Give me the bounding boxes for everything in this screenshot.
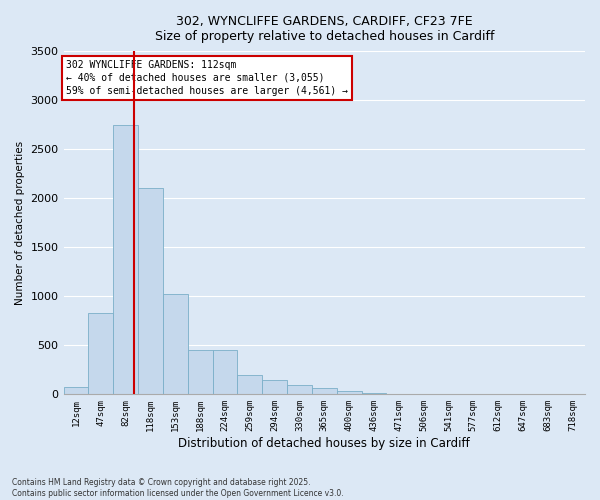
Bar	[262, 380, 287, 394]
Bar	[188, 350, 212, 395]
Bar	[287, 384, 312, 394]
Bar	[238, 374, 262, 394]
Bar	[64, 388, 88, 394]
Y-axis label: Number of detached properties: Number of detached properties	[15, 140, 25, 305]
Bar	[312, 388, 337, 394]
X-axis label: Distribution of detached houses by size in Cardiff: Distribution of detached houses by size …	[178, 437, 470, 450]
Bar	[88, 313, 113, 394]
Bar	[163, 294, 188, 394]
Text: 302 WYNCLIFFE GARDENS: 112sqm
← 40% of detached houses are smaller (3,055)
59% o: 302 WYNCLIFFE GARDENS: 112sqm ← 40% of d…	[66, 60, 348, 96]
Title: 302, WYNCLIFFE GARDENS, CARDIFF, CF23 7FE
Size of property relative to detached : 302, WYNCLIFFE GARDENS, CARDIFF, CF23 7F…	[155, 15, 494, 43]
Bar	[337, 392, 362, 394]
Bar	[138, 188, 163, 394]
Bar	[212, 350, 238, 395]
Bar	[113, 124, 138, 394]
Text: Contains HM Land Registry data © Crown copyright and database right 2025.
Contai: Contains HM Land Registry data © Crown c…	[12, 478, 344, 498]
